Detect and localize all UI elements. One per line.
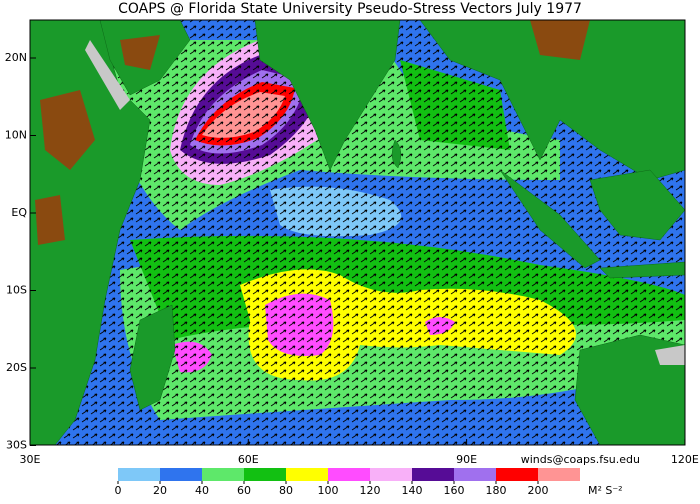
map (30, 20, 685, 445)
colorbar-label: 140 (402, 484, 423, 497)
colorbar-label: 0 (115, 484, 122, 497)
colorbar-label: 120 (360, 484, 381, 497)
colorbar-label: 200 (528, 484, 549, 497)
lon-label: 30E (20, 453, 41, 466)
colorbar-swatch (370, 468, 412, 481)
colorbar-swatch (328, 468, 370, 481)
colorbar-swatch (496, 468, 538, 481)
lat-label: 10N (5, 129, 27, 142)
lon-label: 60E (238, 453, 259, 466)
colorbar-label: 60 (237, 484, 251, 497)
lat-label: 10S (6, 284, 27, 297)
contact: winds@coaps.fsu.edu (521, 453, 640, 466)
colorbar-label: 20 (153, 484, 167, 497)
colorbar-swatch (160, 468, 202, 481)
colorbar-swatch (118, 468, 160, 481)
lon-label: 90E (456, 453, 477, 466)
lat-label: 20N (5, 51, 27, 64)
ice-mask (85, 40, 685, 365)
colorbar-label: 40 (195, 484, 209, 497)
lat-label: 20S (6, 361, 27, 374)
colorbar-label: 180 (486, 484, 507, 497)
colorbar-swatch (454, 468, 496, 481)
colorbar-label: 160 (444, 484, 465, 497)
colorbar-swatch (202, 468, 244, 481)
colorbar-label: 80 (279, 484, 293, 497)
colorbar-units: M² S⁻² (588, 484, 623, 497)
colorbar-swatch (412, 468, 454, 481)
title: COAPS @ Florida State University Pseudo-… (118, 1, 582, 17)
colorbar-label: 100 (318, 484, 339, 497)
lat-label: EQ (11, 206, 27, 219)
colorbar-swatch (538, 468, 580, 481)
colorbar-swatch (286, 468, 328, 481)
lon-label: 120E (671, 453, 699, 466)
colorbar-swatch (244, 468, 286, 481)
map-frame (29, 19, 686, 446)
lat-label: 30S (6, 439, 27, 452)
highlands (35, 20, 590, 245)
